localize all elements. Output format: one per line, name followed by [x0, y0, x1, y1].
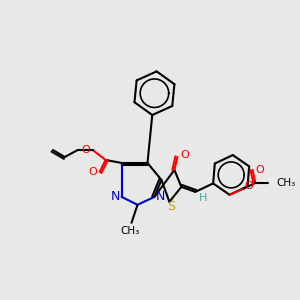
Text: N: N — [156, 190, 165, 203]
Text: S: S — [167, 200, 175, 213]
Text: CH₃: CH₃ — [120, 226, 139, 236]
Text: O: O — [88, 167, 97, 177]
Text: N: N — [111, 190, 120, 203]
Text: O: O — [180, 150, 189, 160]
Text: O: O — [255, 165, 264, 175]
Text: O: O — [81, 145, 90, 155]
Text: O: O — [244, 181, 253, 191]
Text: CH₃: CH₃ — [276, 178, 296, 188]
Text: H: H — [199, 193, 208, 203]
